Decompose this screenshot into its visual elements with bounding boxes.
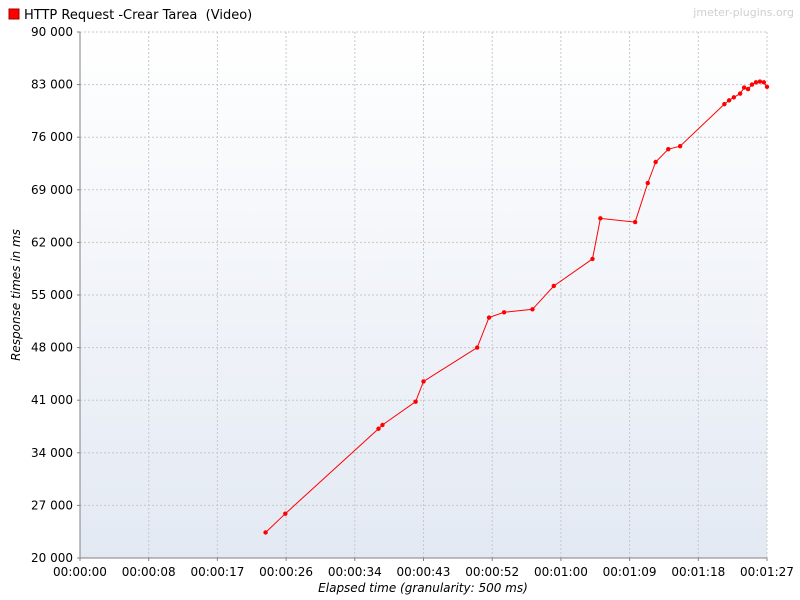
- watermark: jmeter-plugins.org: [692, 6, 794, 19]
- data-point: [745, 86, 751, 92]
- y-axis-title: Response times in ms: [9, 229, 23, 361]
- data-point: [757, 79, 763, 84]
- x-tick-label: 00:01:09: [603, 565, 657, 579]
- data-point: [551, 283, 556, 289]
- y-tick-label: 55 000: [31, 288, 73, 302]
- data-point: [726, 98, 732, 103]
- data-point: [666, 147, 671, 152]
- legend-swatch: [8, 8, 20, 20]
- data-point: [486, 315, 492, 320]
- x-tick-label: 00:01:27: [740, 565, 794, 579]
- y-tick-label: 34 000: [31, 446, 73, 460]
- y-tick-label: 83 000: [31, 78, 73, 92]
- x-axis-title: Elapsed time (granularity: 500 ms): [318, 581, 528, 595]
- data-point: [764, 84, 770, 90]
- data-point: [653, 159, 658, 165]
- data-point: [380, 422, 385, 428]
- data-point: [741, 85, 747, 90]
- x-tick-label: 00:01:18: [671, 565, 725, 579]
- y-tick-label: 27 000: [31, 498, 73, 512]
- legend: HTTP Request -Crear Tarea (Video): [8, 8, 252, 23]
- x-tick-label: 00:00:26: [259, 565, 313, 579]
- data-point: [501, 310, 507, 315]
- data-point: [753, 80, 759, 85]
- data-point: [590, 256, 595, 262]
- legend-label: HTTP Request -Crear Tarea (Video): [24, 8, 252, 23]
- y-tick-label: 69 000: [31, 183, 73, 197]
- y-tick-labels: 20 000 27 000 34 000 41 000 48 000 55 000 62 0…: [31, 25, 73, 565]
- data-point: [263, 530, 268, 535]
- y-tick-label: 48 000: [31, 341, 73, 355]
- x-tick-label: 00:00:34: [328, 565, 382, 579]
- data-point: [731, 95, 737, 100]
- data-point: [761, 80, 767, 85]
- data-point: [598, 216, 603, 221]
- x-tick-label: 00:00:43: [397, 565, 451, 579]
- x-tick-label: 00:00:52: [465, 565, 519, 579]
- data-point: [474, 345, 480, 350]
- gridlines: [77, 31, 768, 561]
- data-point: [737, 91, 743, 96]
- y-tick-label: 41 000: [31, 393, 73, 407]
- x-tick-label: 00:00:00: [53, 565, 107, 579]
- y-tick-label: 20 000: [31, 551, 73, 565]
- data-point: [722, 101, 727, 107]
- y-tick-label: 76 000: [31, 130, 73, 144]
- data-point: [421, 379, 426, 384]
- data-point: [376, 426, 381, 431]
- data-point: [645, 180, 650, 186]
- plot-area: [80, 32, 767, 558]
- series-layer: [263, 79, 770, 535]
- x-tick-label: 00:00:08: [122, 565, 176, 579]
- axes: [79, 32, 767, 559]
- data-point: [749, 82, 755, 87]
- x-tick-label: 00:01:00: [534, 565, 588, 579]
- y-tick-label: 62 000: [31, 235, 73, 249]
- x-tick-label: 00:00:17: [190, 565, 244, 579]
- x-tick-labels: 00:00:00 00:00:08 00:00:17 00:00:26 00:00:34…: [53, 565, 794, 579]
- data-point: [530, 307, 535, 312]
- y-tick-label: 90 000: [31, 25, 73, 39]
- data-point: [413, 399, 418, 404]
- data-point: [632, 219, 638, 225]
- data-point: [283, 511, 288, 516]
- data-point: [677, 144, 683, 149]
